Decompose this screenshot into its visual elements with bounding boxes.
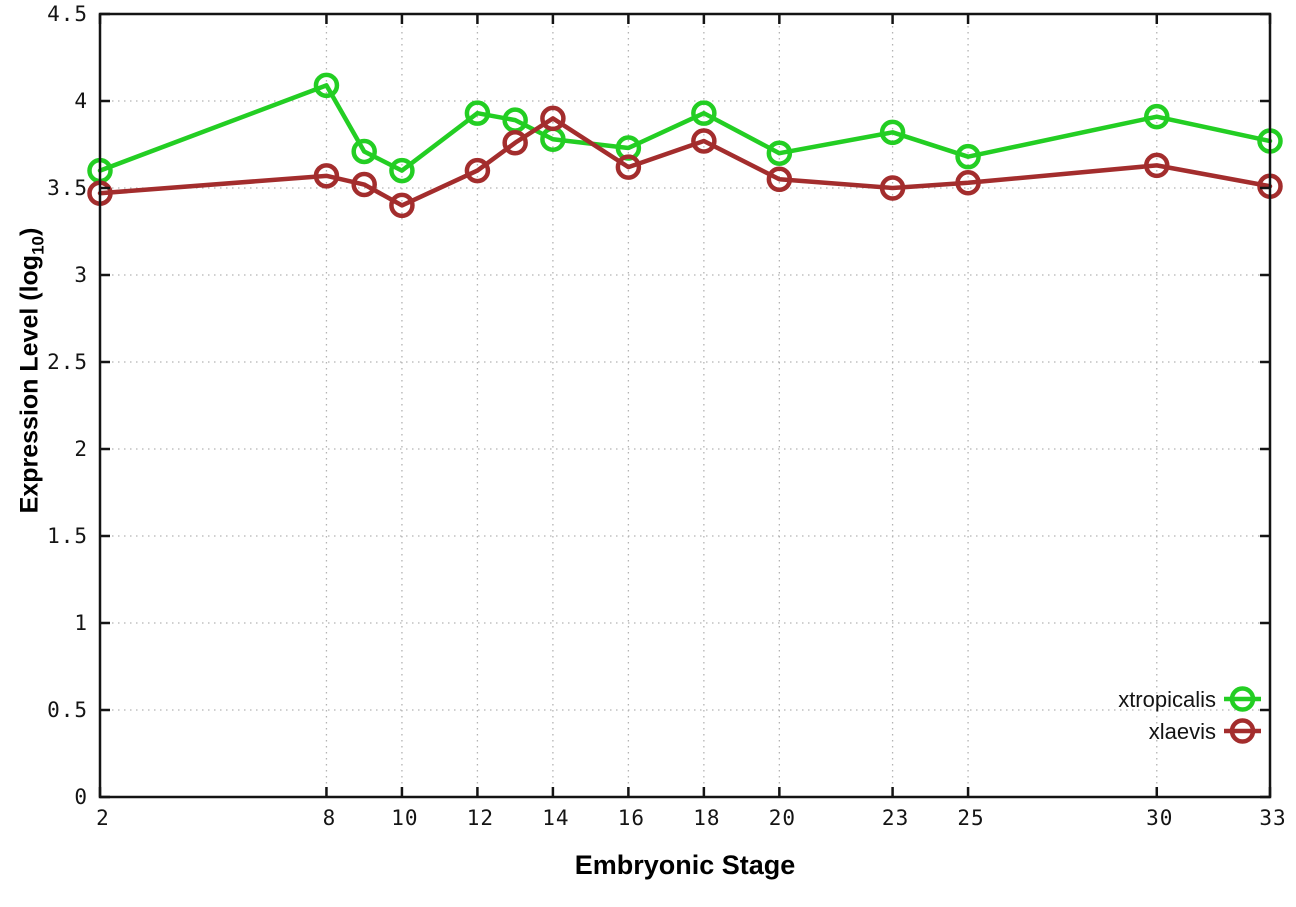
axis-ticks [98,12,1272,799]
x-tick-label: 30 [1146,806,1173,830]
y-tick-label: 4 [74,89,88,113]
data-point-xtropicalis [1144,103,1170,130]
y-tick-label: 1.5 [47,524,88,548]
x-tick-label: 18 [693,806,720,830]
x-axis-title: Embryonic Stage [574,850,796,880]
data-point-xlaevis [955,170,981,196]
y-axis-title-close: ) [15,227,44,236]
data-point-xtropicalis [955,143,981,170]
legend-label-xtropicalis: xtropicalis [1118,687,1216,712]
axis-tick-labels: 0 0.5 1 1.5 2 2.5 3 3.5 4 4.5 2 8 10 12 14 16 18 20 23 25 30… [47,2,1286,830]
data-point-xlaevis [540,105,566,132]
legend-item-xlaevis: xlaevis [1149,718,1261,744]
series-line-xtropicalis [97,83,1273,173]
data-point-xlaevis [351,171,377,198]
plot-border [98,12,1272,799]
x-tick-label: 12 [467,806,494,830]
data-point-xlaevis [766,166,793,193]
y-axis-title-main: Expression Level (log [15,254,44,514]
y-tick-label: 3 [74,263,88,287]
x-tick-label: 25 [957,806,984,830]
data-point-xlaevis [313,163,340,189]
y-tick-label: 0 [74,785,88,809]
data-point-xtropicalis [766,140,793,166]
y-tick-label: 1 [74,611,88,635]
legend-marker [1229,718,1256,744]
y-tick-label: 4.5 [47,2,88,26]
data-point-xlaevis [464,157,491,184]
data-point-xlaevis [879,175,906,201]
x-tick-label: 16 [618,806,645,830]
x-tick-label: 14 [542,806,569,830]
x-tick-label: 33 [1259,806,1286,830]
x-tick-label: 23 [882,806,909,830]
data-point-xlaevis [502,130,528,156]
data-point-xlaevis [389,192,415,219]
data-point-xlaevis [691,128,717,154]
data-point-xtropicalis [313,72,340,99]
legend: xtropicalis xlaevis [1118,686,1261,744]
data-point-xtropicalis [351,138,377,165]
legend-marker [1229,686,1256,712]
x-tick-label: 2 [96,806,110,830]
x-tick-label: 8 [323,806,337,830]
y-axis-title: Expression Level (log10) [16,171,49,571]
legend-label-xlaevis: xlaevis [1149,719,1216,744]
data-point-xlaevis [615,154,642,180]
x-tick-label: 20 [769,806,796,830]
legend-item-xtropicalis: xtropicalis [1118,686,1261,712]
data-point-xtropicalis [691,100,717,126]
y-tick-label: 2 [74,437,88,461]
y-tick-label: 0.5 [47,698,88,722]
y-tick-label: 2.5 [47,350,88,374]
data-point-xtropicalis [879,119,906,146]
data-point-xtropicalis [464,100,491,126]
y-axis-title-subscript: 10 [28,236,48,255]
data-point-xtropicalis [389,157,415,184]
x-tick-label: 10 [391,806,418,830]
data-series [87,72,1283,219]
y-tick-label: 3.5 [47,176,88,200]
data-point-xlaevis [1144,152,1170,179]
plot-border-box [98,12,1272,799]
